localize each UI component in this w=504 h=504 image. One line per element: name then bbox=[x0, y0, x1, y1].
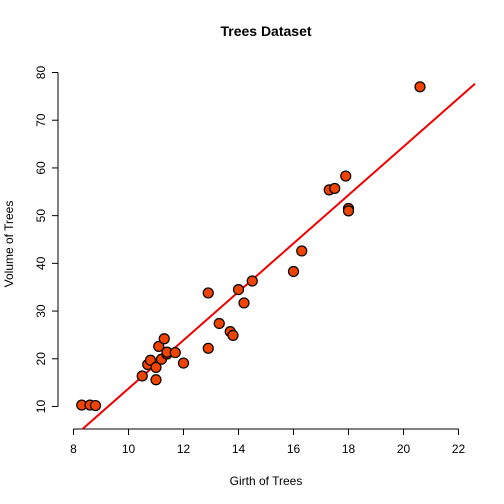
x-tick-label: 10 bbox=[122, 442, 136, 456]
x-tick-label: 22 bbox=[452, 442, 466, 456]
data-point bbox=[296, 245, 308, 257]
axes: 8 10 12 14 16 18 20 22 10 20 30 40 50 60 70 80 bbox=[34, 66, 465, 456]
data-point bbox=[287, 265, 300, 278]
data-point bbox=[150, 374, 162, 386]
x-tick-label: 18 bbox=[342, 442, 356, 456]
data-point bbox=[213, 317, 225, 330]
y-axis-label: Volume of Trees bbox=[2, 201, 16, 288]
regression-line bbox=[81, 83, 476, 430]
x-tick-label: 20 bbox=[397, 442, 411, 456]
data-point bbox=[136, 370, 148, 382]
x-tick-label: 14 bbox=[232, 442, 246, 456]
y-tick-label: 20 bbox=[34, 352, 48, 366]
data-point bbox=[342, 205, 355, 217]
data-point bbox=[202, 342, 214, 354]
y-tick-label: 10 bbox=[34, 400, 48, 414]
data-point bbox=[169, 346, 181, 359]
data-point bbox=[153, 340, 165, 352]
data-point bbox=[158, 333, 170, 345]
x-tick-label: 16 bbox=[287, 442, 301, 456]
data-point bbox=[414, 81, 426, 93]
x-axis-label: Girth of Trees bbox=[230, 474, 303, 488]
y-tick-label: 60 bbox=[34, 161, 48, 175]
data-point bbox=[329, 182, 341, 195]
data-points bbox=[76, 81, 426, 412]
y-tick-label: 70 bbox=[34, 113, 48, 127]
data-point bbox=[89, 399, 102, 412]
y-tick-label: 50 bbox=[34, 209, 48, 223]
data-point bbox=[340, 170, 352, 182]
data-point bbox=[238, 297, 250, 309]
y-tick-label: 40 bbox=[34, 256, 48, 270]
regression-line-group bbox=[81, 83, 476, 430]
data-point bbox=[177, 357, 190, 369]
chart-title: Trees Dataset bbox=[220, 23, 311, 39]
x-tick-label: 12 bbox=[177, 442, 191, 456]
y-tick-label: 80 bbox=[34, 66, 48, 80]
data-point bbox=[232, 284, 245, 296]
x-tick-label: 8 bbox=[70, 442, 77, 456]
data-point bbox=[150, 361, 162, 373]
data-point bbox=[202, 287, 214, 299]
y-tick-label: 30 bbox=[34, 304, 48, 318]
data-point bbox=[227, 329, 239, 342]
data-point bbox=[246, 275, 258, 287]
